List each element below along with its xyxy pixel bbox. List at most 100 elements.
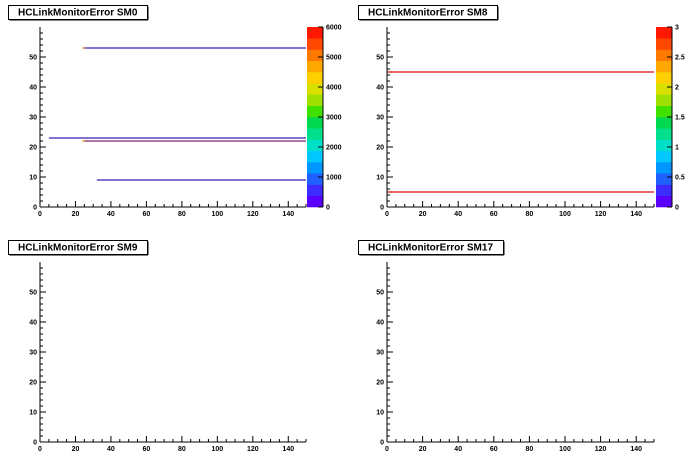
colorbar-tick-label: 3000 [326,115,342,122]
colorbar-cell [307,128,323,140]
y-tick-label: 10 [29,410,37,417]
colorbar-cell [307,150,323,163]
colorbar-cell [656,117,672,129]
x-tick-label: 60 [143,446,151,453]
x-tick-label: 0 [38,211,42,218]
colorbar-tick-label: 1.5 [675,115,685,122]
x-tick-label: 100 [211,446,223,453]
colorbar-cell [656,49,672,62]
colorbar-cell [307,105,323,118]
data-point [82,140,85,142]
x-tick-label: 120 [247,446,259,453]
y-tick-label: 40 [376,320,384,327]
colorbar-tick-label: 2 [675,85,679,92]
colorbar-cell [656,94,672,107]
colorbar-tick-label: 4000 [326,85,342,92]
colorbar-cell [307,72,323,84]
y-tick-label: 20 [376,145,384,152]
y-tick-label: 20 [376,380,384,387]
y-tick-label: 40 [29,320,37,327]
x-tick-label: 40 [454,446,462,453]
colorbar-cell [656,72,672,84]
colorbar-cell [656,162,672,174]
y-tick-label: 10 [376,410,384,417]
chart-title: HCLinkMonitorError SM0 [18,8,138,19]
colorbar-cell [307,27,323,39]
colorbar-cell [307,184,323,197]
colorbar-cell [656,27,672,39]
x-tick-label: 120 [595,446,607,453]
x-tick-label: 80 [526,446,534,453]
y-tick-label: 50 [376,290,384,297]
colorbar-tick-label: 0 [675,205,679,212]
colorbar-cell [656,184,672,197]
x-tick-label: 20 [419,211,427,218]
colorbar-cell [307,38,323,50]
colorbar-cell [656,128,672,140]
colorbar-cell [656,139,672,152]
colorbar-cell [307,162,323,174]
y-tick-label: 50 [376,55,384,62]
y-tick-label: 0 [33,440,37,447]
y-tick-label: 30 [376,115,384,122]
x-tick-label: 60 [490,446,498,453]
colorbar-cell [656,60,672,73]
x-tick-label: 40 [107,211,115,218]
x-tick-label: 0 [385,211,389,218]
colorbar-tick-label: 5000 [326,55,342,62]
x-tick-label: 80 [178,446,186,453]
colorbar-cell [656,38,672,50]
colorbar-cell [307,94,323,107]
x-tick-label: 140 [282,211,294,218]
y-tick-label: 40 [376,85,384,92]
colorbar-tick-label: 6000 [326,25,342,32]
colorbar-cell [656,195,672,208]
x-tick-label: 120 [595,211,607,218]
colorbar-cell [307,117,323,129]
x-tick-label: 40 [107,446,115,453]
colorbar-cell [656,150,672,163]
colorbar-tick-label: 2000 [326,145,342,152]
x-tick-label: 0 [38,446,42,453]
colorbar-tick-label: 2.5 [675,55,685,62]
x-tick-label: 100 [559,211,571,218]
colorbar-tick-label: 3 [675,25,679,32]
y-tick-label: 0 [380,205,384,212]
y-tick-label: 20 [29,145,37,152]
x-tick-label: 60 [490,211,498,218]
y-tick-label: 30 [29,350,37,357]
x-tick-label: 100 [211,211,223,218]
x-tick-label: 40 [454,211,462,218]
colorbar-cell [307,173,323,185]
y-tick-label: 10 [376,175,384,182]
y-tick-label: 30 [29,115,37,122]
y-tick-label: 0 [380,440,384,447]
x-tick-label: 60 [143,211,151,218]
y-tick-label: 40 [29,85,37,92]
y-tick-label: 0 [33,205,37,212]
x-tick-label: 20 [72,446,80,453]
colorbar-tick-label: 1000 [326,175,342,182]
x-tick-label: 140 [282,446,294,453]
chart-title: HCLinkMonitorError SM17 [368,243,493,254]
x-tick-label: 140 [630,211,642,218]
data-point [82,47,85,49]
x-tick-label: 20 [419,446,427,453]
x-tick-label: 20 [72,211,80,218]
x-tick-label: 80 [526,211,534,218]
x-tick-label: 80 [178,211,186,218]
y-tick-label: 50 [29,55,37,62]
x-tick-label: 140 [630,446,642,453]
y-tick-label: 10 [29,175,37,182]
y-tick-label: 20 [29,380,37,387]
colorbar-cell [656,173,672,185]
chart-title: HCLinkMonitorError SM8 [368,8,488,19]
y-tick-label: 30 [376,350,384,357]
y-tick-label: 50 [29,290,37,297]
colorbar-cell [307,83,323,95]
